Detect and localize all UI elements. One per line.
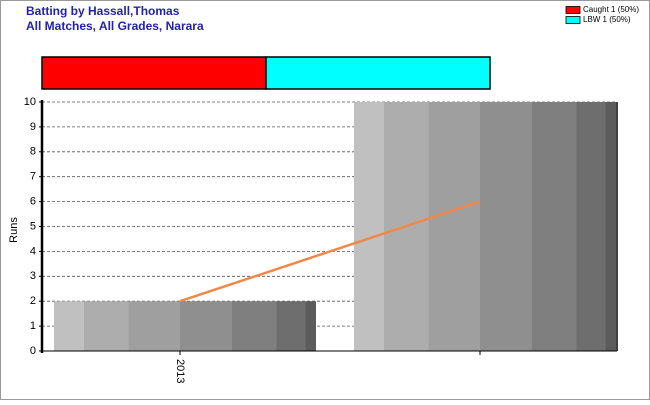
legend-label: LBW 1 (50%) — [583, 15, 631, 24]
y-tick-label: 0 — [30, 345, 36, 357]
y-tick-label: 5 — [30, 220, 36, 232]
y-tick-label: 1 — [30, 320, 36, 332]
y-tick-label: 9 — [30, 121, 36, 133]
y-tick-label: 10 — [24, 96, 36, 108]
y-tick-label: 3 — [30, 270, 36, 282]
y-axis-label: Runs — [8, 217, 20, 243]
y-tick-label: 7 — [30, 171, 36, 183]
y-tick-label: 6 — [30, 196, 36, 208]
legend-swatch — [565, 6, 581, 14]
bar — [54, 301, 316, 351]
chart-title: Batting by Hassall,Thomas — [26, 4, 180, 18]
bar — [354, 102, 616, 351]
legend-label: Caught 1 (50%) — [583, 5, 639, 14]
y-tick-label: 8 — [30, 146, 36, 158]
trend-line — [179, 200, 481, 303]
dismissal-segment — [265, 56, 491, 90]
chart-subtitle: All Matches, All Grades, Narara — [26, 19, 204, 33]
x-tick-label: 2013 — [174, 359, 186, 383]
y-tick-label: 4 — [30, 245, 36, 257]
legend-swatch — [565, 16, 581, 24]
dismissal-segment — [41, 56, 267, 90]
y-tick-label: 2 — [30, 295, 36, 307]
